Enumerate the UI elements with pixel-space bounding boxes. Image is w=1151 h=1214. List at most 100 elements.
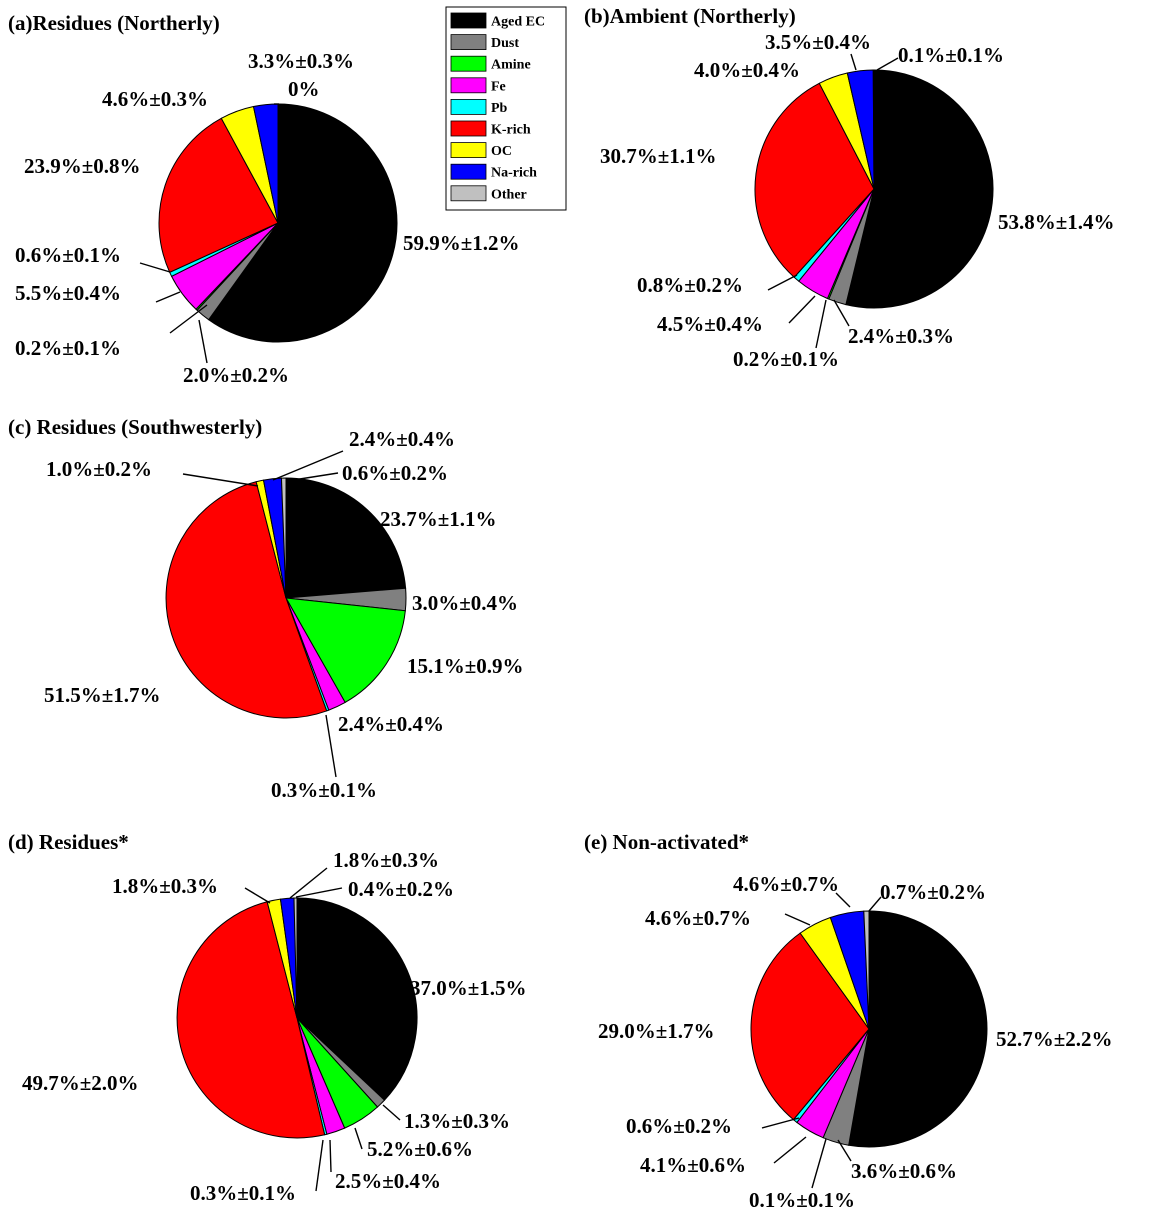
leader-line — [382, 1104, 401, 1121]
pie-label-other: 0.1%±0.1% — [898, 43, 1004, 67]
pie-title: (b)Ambient (Northerly) — [584, 4, 796, 28]
pie-title: (a)Residues (Northerly) — [8, 11, 220, 35]
leader-line — [295, 887, 343, 898]
leader-line — [837, 1139, 852, 1162]
legend-label-na-rich: Na-rich — [491, 166, 537, 181]
leader-line — [773, 1136, 807, 1164]
pie-label-pb: 0.6%±0.2% — [626, 1114, 732, 1138]
pie-label-pb: 0.3%±0.1% — [190, 1181, 296, 1205]
pie-label-amine: 0.2%±0.1% — [733, 347, 839, 371]
pie-label-other: 0% — [288, 77, 320, 101]
leader-line — [850, 53, 857, 71]
pie-label-fe: 5.5%±0.4% — [15, 281, 121, 305]
leader-line — [835, 892, 851, 908]
pie-label-aged-ec: 59.9%±1.2% — [403, 231, 520, 255]
pie-slice-other — [863, 910, 870, 1030]
leader-line — [815, 299, 827, 349]
pie-label-dust: 1.3%±0.3% — [404, 1109, 510, 1133]
pie-label-aged-ec: 37.0%±1.5% — [410, 976, 527, 1000]
legend-swatch-fe — [450, 77, 487, 94]
pie-title: (d) Residues* — [8, 830, 129, 854]
leader-line — [329, 1139, 332, 1173]
legend-label-pb: Pb — [491, 101, 508, 116]
leader-line — [289, 867, 328, 899]
pie-label-aged-ec: 23.7%±1.1% — [380, 507, 497, 531]
pie-label-pb: 0.6%±0.1% — [15, 243, 121, 267]
pie-label-oc: 1.8%±0.3% — [112, 874, 218, 898]
pie-label-k-rich: 29.0%±1.7% — [598, 1019, 715, 1043]
leader-line — [767, 274, 798, 291]
leader-line — [198, 319, 208, 364]
pie-slice-aged-ec — [285, 477, 407, 599]
legend-label-amine: Amine — [491, 58, 531, 73]
pie-label-k-rich: 30.7%±1.1% — [600, 144, 717, 168]
pie-title: (c) Residues (Southwesterly) — [8, 415, 262, 439]
legend-swatch-aged-ec — [450, 12, 487, 29]
leader-line — [286, 472, 339, 482]
pie-chart-b: (b)Ambient (Northerly) 53.8%±1.4% 2.4%±0.3… — [584, 4, 1115, 371]
leader-line — [354, 1127, 363, 1150]
pie-label-k-rich: 23.9%±0.8% — [24, 154, 141, 178]
legend-label-k-rich: K-rich — [491, 123, 531, 138]
pie-label-dust: 3.0%±0.4% — [412, 591, 518, 615]
pie-slice-amine — [285, 597, 406, 704]
legend-label-dust: Dust — [491, 36, 519, 51]
pie-slice-aged-ec — [848, 910, 988, 1148]
pie-slice-k-rich — [165, 481, 328, 719]
pie-label-k-rich: 49.7%±2.0% — [22, 1071, 139, 1095]
pie-label-na-rich: 4.6%±0.7% — [733, 872, 839, 896]
pie-label-fe: 4.1%±0.6% — [640, 1153, 746, 1177]
pie-charts: (a)Residues (Northerly) 59.9%±1.2% 2.0%±0.… — [8, 4, 1115, 1212]
pie-slice-other — [280, 477, 287, 599]
pie-label-fe: 2.4%±0.4% — [338, 712, 444, 736]
pie-label-fe: 2.5%±0.4% — [335, 1169, 441, 1193]
legend-label-fe: Fe — [491, 79, 506, 94]
pie-slice-aged-ec — [296, 897, 418, 1101]
pie-slice-other — [872, 69, 875, 190]
pie-label-na-rich: 1.8%±0.3% — [333, 848, 439, 872]
leader-line — [868, 896, 882, 912]
pie-label-other: 0.4%±0.2% — [348, 877, 454, 901]
pie-label-other: 0.6%±0.2% — [342, 461, 448, 485]
pie-label-oc: 1.0%±0.2% — [46, 457, 152, 481]
pie-label-dust: 2.4%±0.3% — [848, 324, 954, 348]
legend-label-oc: OC — [491, 144, 512, 159]
leader-line — [788, 295, 816, 324]
pie-chart-d: (d) Residues* 37.0%±1.5% 1.3%±0.3% 5.2%±0.6… — [8, 830, 527, 1205]
legend-swatch-amine — [450, 55, 487, 72]
pie-label-amine: 0.2%±0.1% — [15, 336, 121, 360]
legend-swatch-pb — [450, 99, 487, 115]
pie-label-pb: 0.3%±0.1% — [271, 778, 377, 802]
legend-swatch-k-rich — [450, 120, 487, 137]
pie-slice-aged-ec — [207, 103, 398, 343]
leader-line — [272, 450, 344, 481]
pie-label-aged-ec: 53.8%±1.4% — [998, 210, 1115, 234]
pie-label-other: 0.7%±0.2% — [880, 880, 986, 904]
pie-label-amine: 15.1%±0.9% — [407, 654, 524, 678]
pie-label-pb: 0.8%±0.2% — [637, 273, 743, 297]
legend-label-other: Other — [491, 187, 527, 202]
leader-line — [139, 262, 171, 273]
pie-label-aged-ec: 52.7%±2.2% — [996, 1027, 1113, 1051]
pie-chart-a: (a)Residues (Northerly) 59.9%±1.2% 2.0%±0.… — [8, 11, 520, 387]
legend-swatch-dust — [450, 34, 487, 50]
pie-label-amine: 5.2%±0.6% — [367, 1137, 473, 1161]
pie-label-na-rich: 3.3%±0.3% — [248, 49, 354, 73]
pie-label-oc: 4.0%±0.4% — [694, 58, 800, 82]
pie-label-k-rich: 51.5%±1.7% — [44, 683, 161, 707]
pie-label-amine: 0.1%±0.1% — [749, 1188, 855, 1212]
pie-slice-k-rich — [176, 901, 326, 1139]
legend-swatch-oc — [450, 142, 487, 159]
leader-line — [833, 299, 850, 327]
pie-label-dust: 3.6%±0.6% — [851, 1159, 957, 1183]
pie-slice-k-rich — [750, 932, 870, 1121]
pie-chart-e: (e) Non-activated* 52.7%±2.2% 3.6%±0.6% 0.1… — [584, 830, 1113, 1212]
leader-line — [784, 913, 811, 926]
pie-slice-k-rich — [158, 117, 279, 273]
pie-label-fe: 4.5%±0.4% — [657, 312, 763, 336]
legend: Aged EC Dust Amine Fe Pb K-rich OC Na-rich Other — [445, 6, 567, 211]
pie-label-na-rich: 3.5%±0.4% — [765, 30, 871, 54]
legend-swatch-na-rich — [450, 163, 487, 180]
pie-slice-aged-ec — [845, 69, 994, 309]
